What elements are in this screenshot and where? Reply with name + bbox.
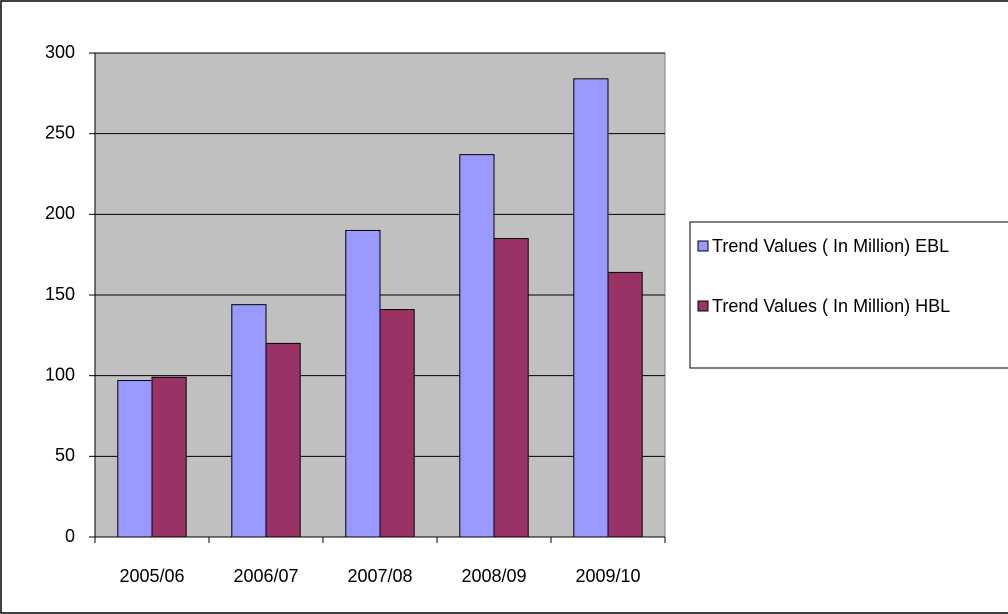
x-tick-label: 2006/07	[233, 566, 298, 586]
y-tick-label: 150	[45, 284, 75, 304]
bar	[265, 342, 301, 538]
y-tick-label: 100	[45, 364, 75, 384]
bar	[151, 376, 187, 538]
bar	[459, 154, 495, 538]
y-tick-label: 300	[45, 42, 75, 62]
bar	[493, 238, 529, 538]
x-tick-label: 2007/08	[347, 566, 412, 586]
bar	[345, 229, 381, 538]
bar	[607, 271, 643, 538]
legend-swatch	[697, 300, 709, 312]
x-tick-label: 2008/09	[461, 566, 526, 586]
bar	[117, 380, 153, 538]
y-tick-label: 50	[55, 445, 75, 465]
x-tick-label: 2005/06	[119, 566, 184, 586]
bar	[231, 304, 267, 538]
legend-label: Trend Values ( In Million) EBL	[712, 236, 950, 256]
x-tick-label: 2009/10	[575, 566, 640, 586]
y-tick-label: 200	[45, 203, 75, 223]
bar	[573, 78, 609, 538]
y-tick-label: 0	[65, 526, 75, 546]
bar	[379, 309, 415, 538]
y-tick-label: 250	[45, 122, 75, 142]
legend-label: Trend Values ( In Million) HBL	[712, 296, 951, 316]
legend-box	[689, 221, 1008, 369]
legend-swatch	[697, 240, 709, 252]
